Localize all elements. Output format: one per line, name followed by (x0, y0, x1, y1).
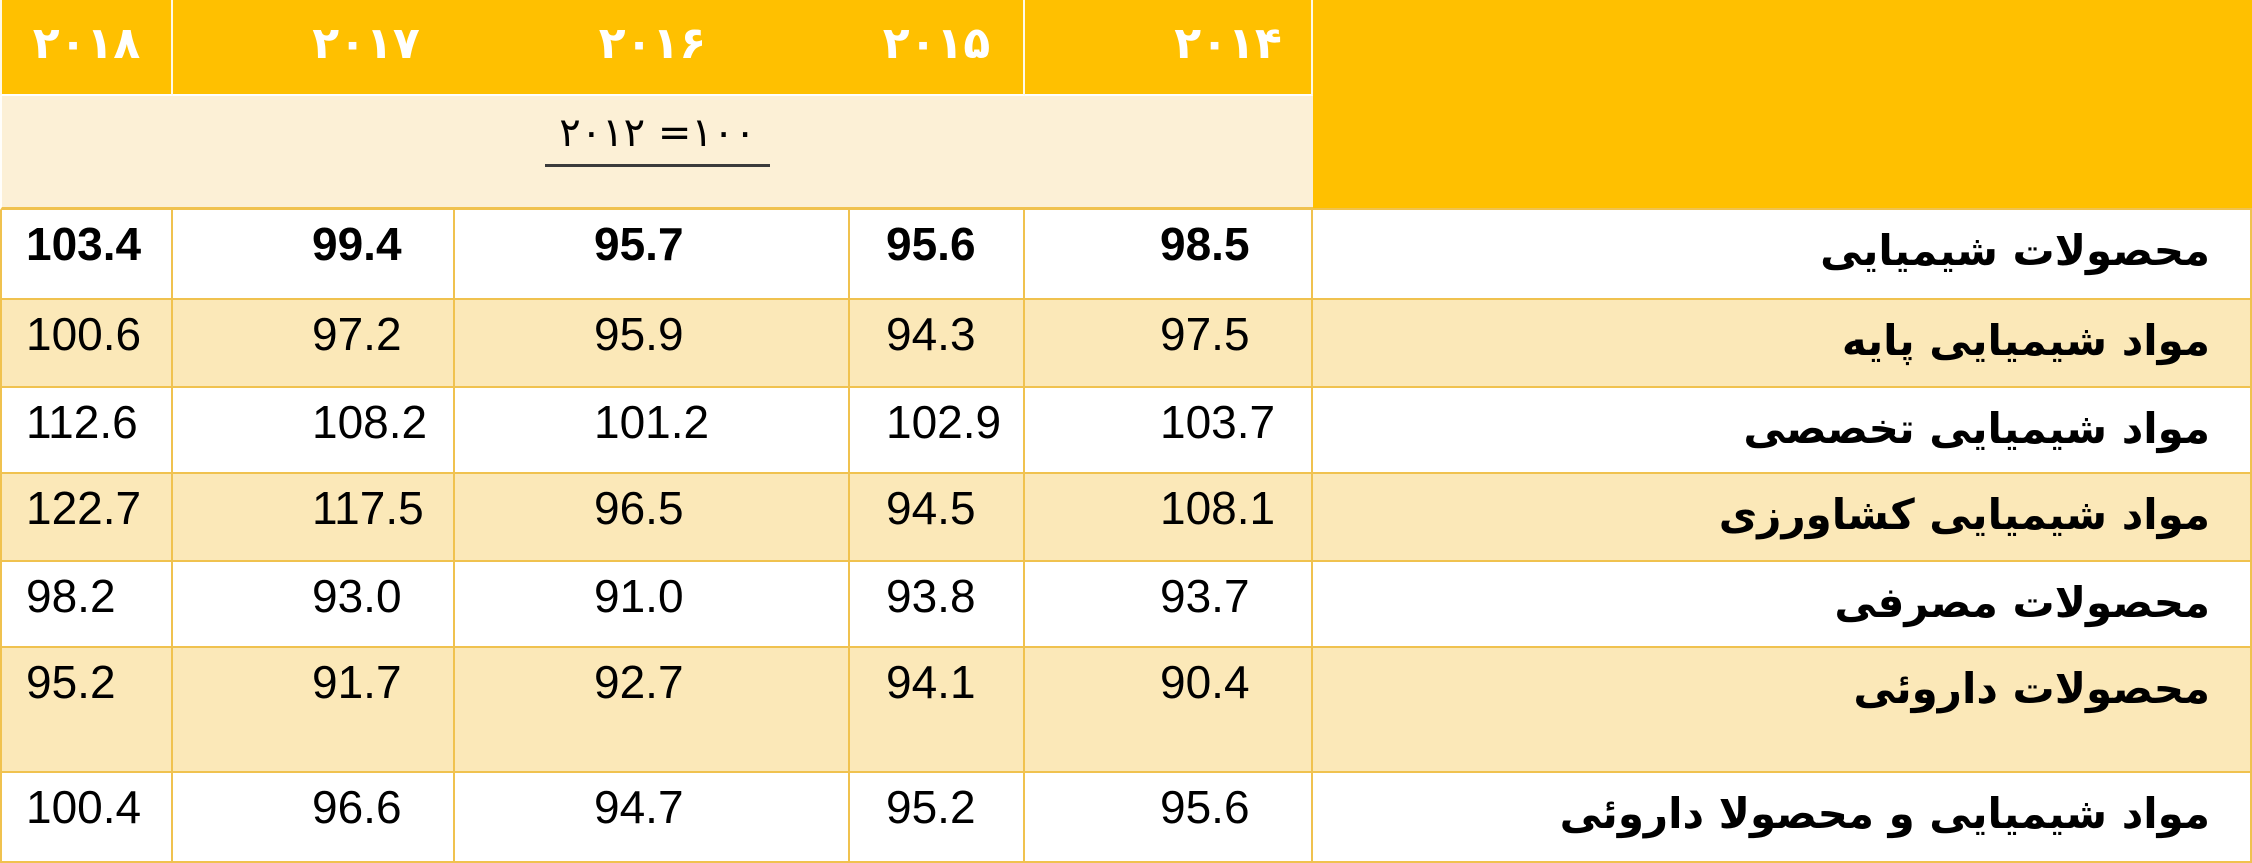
year-header-2: ۲۰۱۷ (173, 0, 455, 96)
row-label: مواد شیمیایی پایه (1313, 300, 2252, 388)
base-year-note: ۲۰۱۲ =۱۰۰ (545, 110, 770, 167)
row-label: محصولات شیمیایی (1313, 210, 2252, 300)
value-cell: 95.6 (850, 210, 1025, 300)
row-label: مواد شیمیایی تخصصی (1313, 388, 2252, 474)
row-label: محصولات داروئی (1313, 648, 2252, 773)
value-cell: 96.5 (455, 474, 850, 562)
value-cell: 108.1 (1025, 474, 1313, 562)
value-cell: 103.4 (0, 210, 173, 300)
year-header-1: ۲۰۱۸ (0, 0, 173, 96)
value-cell: 97.5 (1025, 300, 1313, 388)
value-cell: 112.6 (0, 388, 173, 474)
value-cell: 95.7 (455, 210, 850, 300)
value-cell: 90.4 (1025, 648, 1313, 773)
value-cell: 93.8 (850, 562, 1025, 648)
value-cell: 97.2 (173, 300, 455, 388)
value-cell: 95.2 (0, 648, 173, 773)
value-cell: 96.6 (173, 773, 455, 863)
year-header-4: ۲۰۱۵ (850, 0, 1025, 96)
value-cell: 122.7 (0, 474, 173, 562)
value-cell: 92.7 (455, 648, 850, 773)
value-cell: 94.7 (455, 773, 850, 863)
value-cell: 94.3 (850, 300, 1025, 388)
value-cell: 95.6 (1025, 773, 1313, 863)
value-cell: 117.5 (173, 474, 455, 562)
value-cell: 91.0 (455, 562, 850, 648)
row-label: محصولات مصرفی (1313, 562, 2252, 648)
value-cell: 91.7 (173, 648, 455, 773)
value-cell: 95.2 (850, 773, 1025, 863)
value-cell: 101.2 (455, 388, 850, 474)
value-cell: 95.9 (455, 300, 850, 388)
value-cell: 93.7 (1025, 562, 1313, 648)
year-header-3: ۲۰۱۶ (455, 0, 850, 96)
value-cell: 103.7 (1025, 388, 1313, 474)
row-label: مواد شیمیایی کشاورزی (1313, 474, 2252, 562)
value-cell: 99.4 (173, 210, 455, 300)
row-label: مواد شیمیایی و محصولا داروئی (1313, 773, 2252, 863)
value-cell: 100.6 (0, 300, 173, 388)
base-year-cell: ۲۰۱۲ =۱۰۰ (0, 96, 1313, 210)
year-header-5: ۲۰۱۴ (1025, 0, 1313, 96)
value-cell: 94.5 (850, 474, 1025, 562)
value-cell: 98.2 (0, 562, 173, 648)
value-cell: 93.0 (173, 562, 455, 648)
value-cell: 100.4 (0, 773, 173, 863)
value-cell: 102.9 (850, 388, 1025, 474)
value-cell: 94.1 (850, 648, 1025, 773)
value-cell: 108.2 (173, 388, 455, 474)
label-column-header (1313, 0, 2252, 210)
value-cell: 98.5 (1025, 210, 1313, 300)
